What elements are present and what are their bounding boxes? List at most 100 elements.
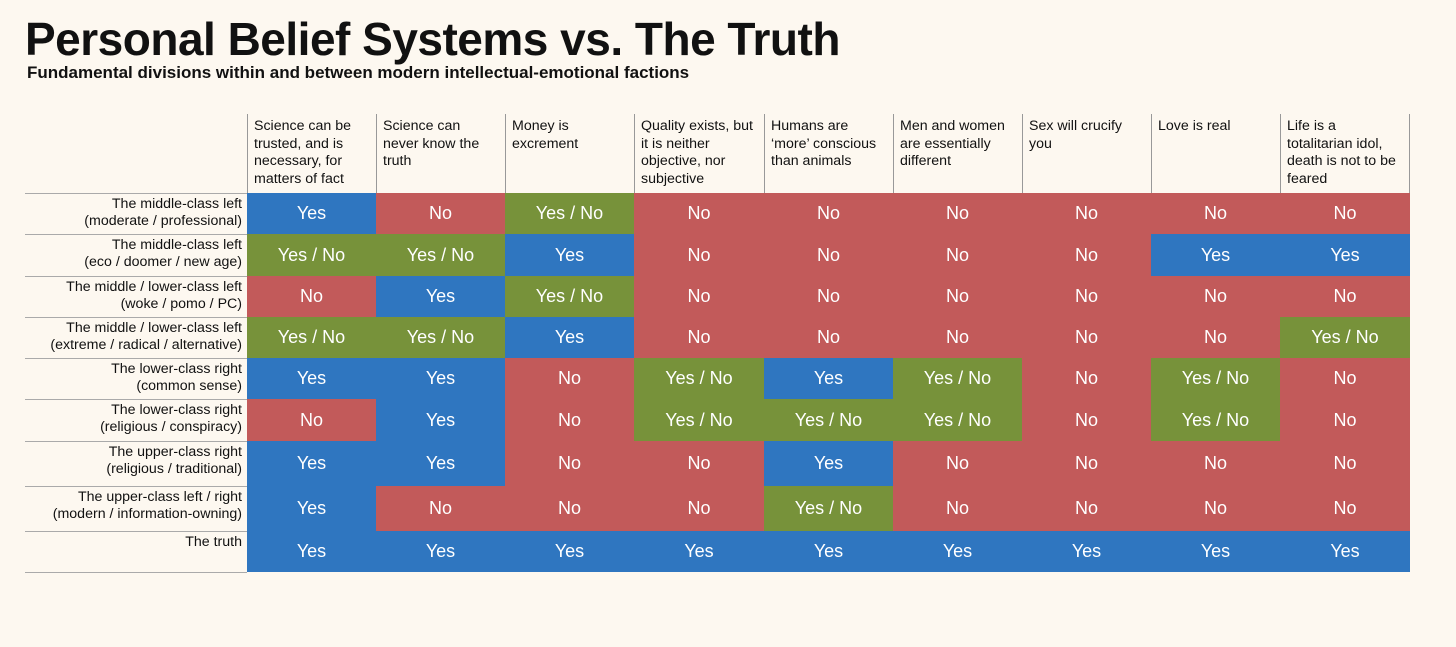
cell-no: No: [1022, 234, 1151, 276]
cell-no: No: [1151, 441, 1280, 486]
cell-no: No: [1280, 276, 1410, 317]
cell-no: No: [634, 193, 764, 234]
cell-no: No: [634, 441, 764, 486]
row-divider: [25, 486, 247, 487]
cell-no: No: [634, 317, 764, 358]
cell-yes: Yes: [376, 358, 505, 399]
cell-yes: Yes: [1280, 531, 1410, 572]
column-header-row: Science can be trusted, and is necessary…: [247, 114, 1410, 193]
row-label-detail: (modern / information-owning): [52, 506, 242, 522]
column-header-7: Sex will crucify you: [1022, 114, 1151, 193]
row-divider: [25, 531, 247, 532]
row-label-name: The middle-class left: [111, 237, 242, 253]
column-header-1: Science can be trusted, and is necessary…: [247, 114, 376, 193]
cell-no: No: [1280, 358, 1410, 399]
row-label-9: The truth: [25, 534, 242, 551]
cell-yes: Yes: [764, 358, 893, 399]
row-label-3: The middle / lower-class left (woke / pom…: [25, 279, 242, 313]
cell-yes: Yes: [247, 486, 376, 531]
cell-mixed: Yes / No: [634, 399, 764, 441]
cell-yes: Yes: [893, 531, 1022, 572]
cell-no: No: [1280, 486, 1410, 531]
row-label-6: The lower-class right (religious / conspi…: [25, 402, 242, 436]
cell-no: No: [1022, 399, 1151, 441]
cell-no: No: [505, 441, 634, 486]
row-divider: [25, 358, 247, 359]
chart-subtitle: Fundamental divisions within and between…: [27, 63, 690, 82]
cell-mixed: Yes / No: [764, 486, 893, 531]
row-label-detail: (eco / doomer / new age): [84, 254, 242, 270]
cell-mixed: Yes / No: [893, 399, 1022, 441]
row-label-name: The middle-class left: [111, 196, 242, 212]
cell-mixed: Yes / No: [376, 317, 505, 358]
row-label-8: The upper-class left / right (modern / in…: [25, 489, 242, 523]
cell-no: No: [1022, 486, 1151, 531]
cell-yes: Yes: [247, 531, 376, 572]
row-divider: [25, 276, 247, 277]
column-header-2: Science can never know the truth: [376, 114, 505, 193]
cell-no: No: [247, 276, 376, 317]
cell-no: No: [376, 486, 505, 531]
row-label-name: The lower-class right: [111, 402, 242, 418]
cell-yes: Yes: [634, 531, 764, 572]
row-label-7: The upper-class right (religious / tradit…: [25, 444, 242, 478]
cell-no: No: [1280, 441, 1410, 486]
cell-no: No: [1022, 317, 1151, 358]
cell-mixed: Yes / No: [247, 317, 376, 358]
row-label-4: The middle / lower-class left (extreme / …: [25, 320, 242, 354]
cell-no: No: [764, 234, 893, 276]
column-header-3: Money is excrement: [505, 114, 634, 193]
cell-no: No: [1022, 441, 1151, 486]
row-label-name: The middle / lower-class left: [66, 279, 242, 295]
cell-yes: Yes: [1280, 234, 1410, 276]
cell-no: No: [505, 358, 634, 399]
row-label-name: The upper-class right: [108, 444, 242, 460]
row-divider: [25, 193, 247, 194]
cell-yes: Yes: [376, 441, 505, 486]
cell-no: No: [1022, 276, 1151, 317]
row-label-1: The middle-class left (moderate / profess…: [25, 196, 242, 230]
cell-mixed: Yes / No: [893, 358, 1022, 399]
row-label-detail: (common sense): [136, 378, 242, 394]
row-divider: [25, 572, 247, 573]
row-label-name: The middle / lower-class left: [66, 320, 242, 336]
cell-no: No: [893, 234, 1022, 276]
cell-yes: Yes: [505, 234, 634, 276]
row-divider: [25, 399, 247, 400]
cell-mixed: Yes / No: [634, 358, 764, 399]
cell-no: No: [893, 486, 1022, 531]
cell-mixed: Yes / No: [764, 399, 893, 441]
row-divider: [25, 234, 247, 235]
cell-yes: Yes: [376, 276, 505, 317]
cell-no: No: [505, 399, 634, 441]
cell-yes: Yes: [1151, 234, 1280, 276]
cell-no: No: [634, 234, 764, 276]
cell-yes: Yes: [247, 193, 376, 234]
cell-no: No: [893, 193, 1022, 234]
cell-mixed: Yes / No: [505, 276, 634, 317]
cell-no: No: [893, 441, 1022, 486]
cell-yes: Yes: [1151, 531, 1280, 572]
cell-no: No: [1280, 193, 1410, 234]
cell-no: No: [1022, 358, 1151, 399]
cell-mixed: Yes / No: [1151, 358, 1280, 399]
cell-no: No: [1151, 317, 1280, 358]
row-label-name: The upper-class left / right: [77, 489, 242, 505]
cell-no: No: [893, 276, 1022, 317]
cell-mixed: Yes / No: [247, 234, 376, 276]
cell-no: No: [764, 276, 893, 317]
cell-yes: Yes: [376, 399, 505, 441]
cell-yes: Yes: [505, 317, 634, 358]
cell-no: No: [247, 399, 376, 441]
cell-no: No: [893, 317, 1022, 358]
row-divider: [25, 441, 247, 442]
cell-no: No: [1151, 276, 1280, 317]
row-label-name: The truth: [185, 534, 242, 550]
cell-no: No: [376, 193, 505, 234]
column-header-5: Humans are ‘more’ conscious than animals: [764, 114, 893, 193]
chart-title: Personal Belief Systems vs. The Truth: [25, 13, 840, 65]
cell-no: No: [1151, 486, 1280, 531]
row-label-detail: (moderate / professional): [84, 213, 242, 229]
cell-no: No: [505, 486, 634, 531]
cell-no: No: [1151, 193, 1280, 234]
